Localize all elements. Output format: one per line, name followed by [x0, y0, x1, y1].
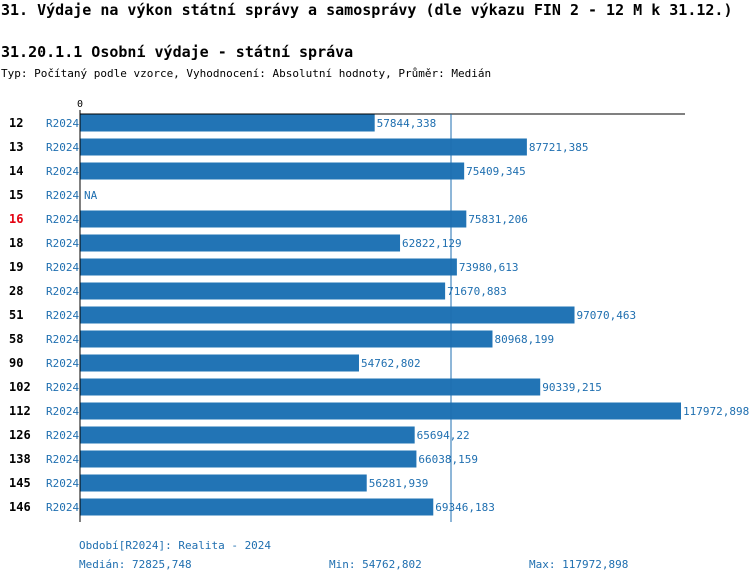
bar — [80, 402, 681, 420]
bar — [80, 138, 527, 156]
category-label: 138 — [9, 452, 31, 466]
category-label: 15 — [9, 188, 23, 202]
bar — [80, 210, 467, 228]
period-label: R2024 — [46, 261, 79, 274]
period-label: R2024 — [46, 141, 79, 154]
bar — [80, 234, 401, 252]
value-label: 56281,939 — [369, 477, 429, 490]
category-label: 102 — [9, 380, 31, 394]
bar — [80, 426, 415, 444]
period-label: R2024 — [46, 501, 79, 514]
value-label: 90339,215 — [542, 381, 602, 394]
category-label: 51 — [9, 308, 23, 322]
category-label: 16 — [9, 212, 23, 226]
chart-subtitle: 31.20.1.1 Osobní výdaje - státní správa — [1, 43, 354, 61]
value-label: 97070,463 — [577, 309, 637, 322]
page-title: 31. Výdaje na výkon státní správy a samo… — [1, 1, 733, 19]
value-label: 65694,22 — [417, 429, 470, 442]
period-label: R2024 — [46, 213, 79, 226]
value-label: 71670,883 — [447, 285, 507, 298]
bar — [80, 450, 417, 468]
value-label: 69346,183 — [435, 501, 495, 514]
category-label: 126 — [9, 428, 31, 442]
footer-max: Max: 117972,898 — [529, 558, 629, 571]
period-label: R2024 — [46, 453, 79, 466]
period-label: R2024 — [46, 165, 79, 178]
bar — [80, 306, 575, 324]
period-label: R2024 — [46, 357, 79, 370]
bar — [80, 498, 434, 516]
bar — [80, 282, 446, 300]
footer-median: Medián: 72825,748 — [79, 558, 192, 571]
value-label: 66038,159 — [418, 453, 478, 466]
bar — [80, 378, 541, 396]
category-label: 18 — [9, 236, 23, 250]
category-label: 58 — [9, 332, 23, 346]
category-label: 14 — [9, 164, 23, 178]
footer-min: Min: 54762,802 — [329, 558, 422, 571]
footer-period: Období[R2024]: Realita - 2024 — [79, 539, 272, 552]
value-label: 54762,802 — [361, 357, 421, 370]
value-label: 87721,385 — [529, 141, 589, 154]
period-label: R2024 — [46, 117, 79, 130]
period-label: R2024 — [46, 405, 79, 418]
period-label: R2024 — [46, 429, 79, 442]
period-label: R2024 — [46, 381, 79, 394]
value-label: 73980,613 — [459, 261, 519, 274]
category-label: 12 — [9, 116, 23, 130]
value-label: NA — [84, 189, 98, 202]
category-label: 146 — [9, 500, 31, 514]
chart-type-description: Typ: Počítaný podle vzorce, Vyhodnocení:… — [1, 67, 492, 80]
category-label: 28 — [9, 284, 23, 298]
bar — [80, 330, 493, 348]
value-label: 75831,206 — [468, 213, 528, 226]
value-label: 80968,199 — [494, 333, 554, 346]
bar — [80, 354, 359, 372]
period-label: R2024 — [46, 237, 79, 250]
period-label: R2024 — [46, 333, 79, 346]
bar — [80, 162, 465, 180]
bar — [80, 258, 457, 276]
period-label: R2024 — [46, 285, 79, 298]
axis-zero-label: 0 — [77, 99, 83, 110]
value-label: 57844,338 — [377, 117, 437, 130]
value-label: 117972,898 — [683, 405, 749, 418]
value-label: 62822,129 — [402, 237, 462, 250]
bar — [80, 114, 375, 132]
category-label: 145 — [9, 476, 31, 490]
bar — [80, 474, 367, 492]
category-label: 112 — [9, 404, 31, 418]
category-label: 90 — [9, 356, 23, 370]
period-label: R2024 — [46, 477, 79, 490]
category-label: 19 — [9, 260, 23, 274]
period-label: R2024 — [46, 189, 79, 202]
category-label: 13 — [9, 140, 23, 154]
value-label: 75409,345 — [466, 165, 526, 178]
period-label: R2024 — [46, 309, 79, 322]
